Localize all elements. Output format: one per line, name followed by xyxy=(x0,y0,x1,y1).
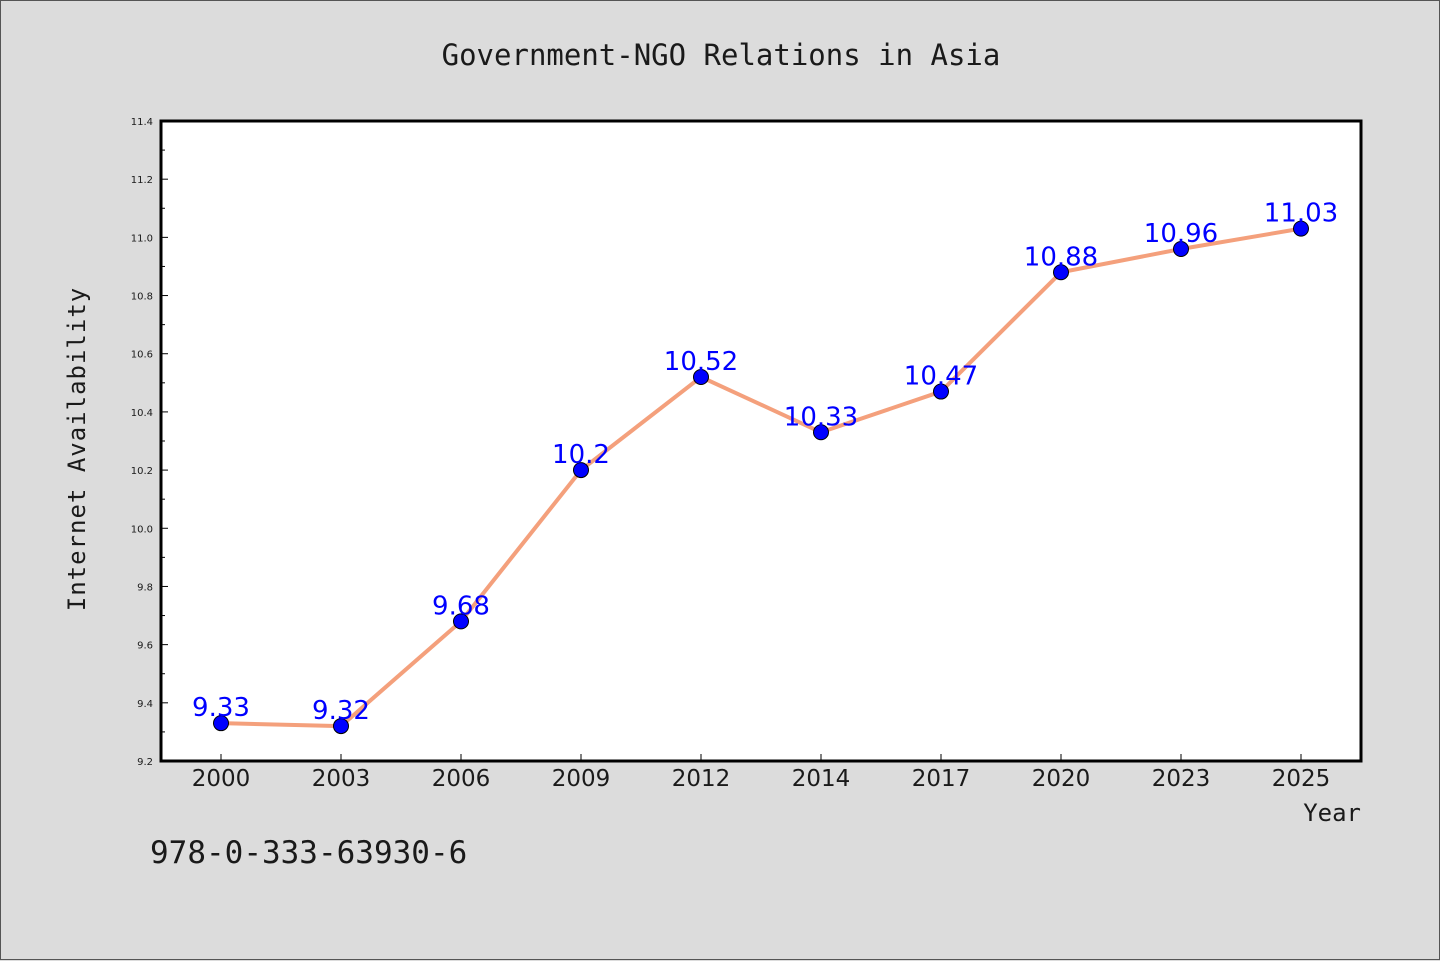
y-tick-label: 10.8 xyxy=(131,292,153,303)
x-axis-ticks: 2000 2003 2006 2009 2012 2014 2017 2020 2023 2025 xyxy=(192,754,1331,792)
x-tick-label: 2020 xyxy=(1032,766,1091,792)
data-point xyxy=(693,369,709,385)
y-tick-label: 9.6 xyxy=(137,641,153,652)
data-label: 10.52 xyxy=(664,347,738,377)
x-tick-label: 2025 xyxy=(1272,766,1331,792)
y-axis-ticks: 9.2 9.4 9.6 9.8 10.0 10.2 10.4 10.6 10.8 11.0 11.2… xyxy=(131,117,168,768)
data-point xyxy=(213,715,229,732)
x-tick-label: 2006 xyxy=(432,766,491,792)
series-layer xyxy=(213,220,1309,735)
chart-title: Government-NGO Relations in Asia xyxy=(442,38,1001,72)
y-tick-label: 11.0 xyxy=(131,233,153,244)
x-tick-label: 2014 xyxy=(792,766,851,792)
x-axis-label: Year xyxy=(1303,799,1361,827)
data-point xyxy=(1293,220,1309,237)
data-point xyxy=(813,424,829,441)
isbn-footer: 978-0-333-63930-6 xyxy=(150,835,468,871)
data-label: 9.32 xyxy=(312,696,370,726)
data-point xyxy=(1053,264,1069,281)
y-tick-label: 10.2 xyxy=(131,466,153,477)
data-point xyxy=(1173,241,1189,257)
plot-area xyxy=(159,119,1363,763)
data-label: 10.96 xyxy=(1144,219,1218,249)
data-label: 10.88 xyxy=(1024,242,1098,272)
data-point xyxy=(333,718,349,735)
data-point xyxy=(573,462,589,479)
x-tick-label: 2003 xyxy=(312,766,371,792)
data-label: 10.33 xyxy=(784,402,858,432)
data-label: 10.47 xyxy=(904,362,978,392)
series-line xyxy=(219,226,1303,729)
y-tick-label: 11.2 xyxy=(131,175,153,186)
data-label: 9.33 xyxy=(192,693,250,723)
data-point xyxy=(453,613,469,630)
x-tick-label: 2000 xyxy=(192,766,251,792)
y-tick-label: 11.4 xyxy=(131,117,153,128)
data-labels: 9.33 9.32 9.68 10.2 10.52 10.33 10.47 10.88 10.9… xyxy=(192,199,1338,726)
y-tick-label: 10.0 xyxy=(131,524,153,535)
y-axis-label: Internet Availability xyxy=(63,287,91,611)
y-tick-label: 10.4 xyxy=(131,408,153,419)
data-label: 9.68 xyxy=(432,591,490,621)
y-tick-label: 9.8 xyxy=(137,582,153,593)
data-label: 11.03 xyxy=(1264,199,1338,229)
x-tick-label: 2023 xyxy=(1152,766,1211,792)
data-label: 10.2 xyxy=(552,440,610,470)
x-tick-label: 2012 xyxy=(672,766,731,792)
data-point xyxy=(933,383,949,400)
y-tick-label: 10.6 xyxy=(131,350,153,361)
x-tick-label: 2009 xyxy=(552,766,611,792)
x-tick-label: 2017 xyxy=(912,766,971,792)
y-tick-label: 9.2 xyxy=(137,757,153,768)
y-tick-label: 9.4 xyxy=(137,699,153,710)
